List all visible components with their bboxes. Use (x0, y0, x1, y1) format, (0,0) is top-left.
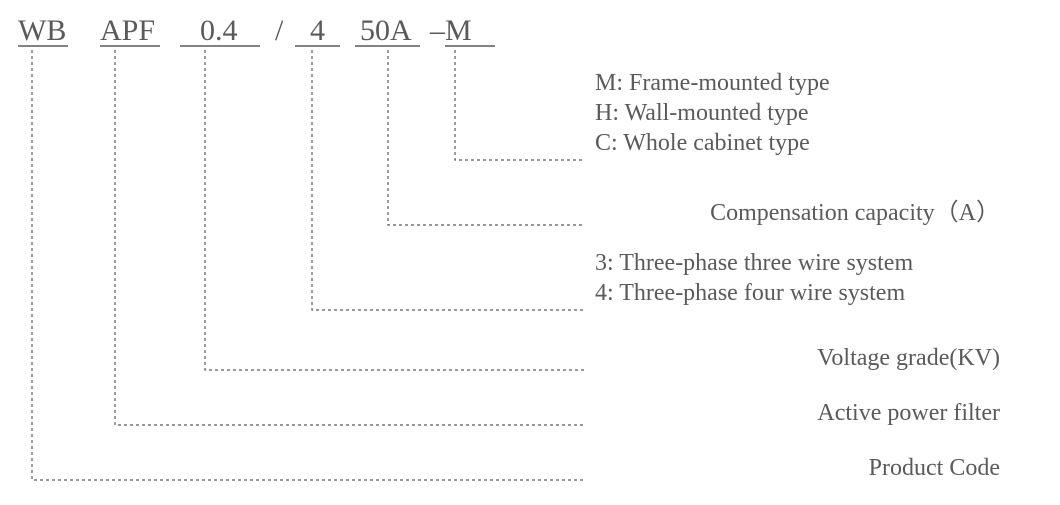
code-segment-c50a: 50A (360, 14, 412, 47)
desc-type-line1: H: Wall-mounted type (595, 100, 809, 126)
model-code-diagram: WB APF 0.4 / 4 50A–M M: Frame-mounted type H: … (0, 0, 1060, 505)
desc-capacity-line0: Compensation capacity（A） (710, 200, 1000, 226)
desc-type-line0: M: Frame-mounted type (595, 70, 830, 96)
code-segments: WB APF 0.4 / 4 50A–M (18, 14, 495, 47)
desc-wire-line1: 4: Three-phase four wire system (595, 280, 905, 306)
code-segment-apf: APF (100, 14, 155, 47)
leader-type (455, 50, 585, 160)
code-segment-m: M (445, 14, 472, 47)
desc-product-line0: Product Code (869, 455, 1000, 481)
leader-capacity (388, 50, 585, 225)
leader-wire (312, 50, 585, 310)
descriptions: M: Frame-mounted type H: Wall-mounted typ… (595, 70, 1000, 481)
desc-voltage-line0: Voltage grade(KV) (817, 345, 1000, 371)
desc-wire-line0: 3: Three-phase three wire system (595, 250, 913, 276)
code-segment-dash: – (429, 14, 446, 47)
code-segment-sep: / (275, 14, 284, 47)
code-segment-wb: WB (18, 14, 66, 47)
code-segment-w4: 4 (310, 14, 325, 47)
leader-product (32, 50, 585, 480)
desc-apf_desc-line0: Active power filter (817, 400, 1000, 426)
leader-voltage (205, 50, 585, 370)
leader-apf_desc (115, 50, 585, 425)
leader-lines (32, 50, 585, 480)
desc-type-line2: C: Whole cabinet type (595, 130, 810, 156)
code-segment-v04: 0.4 (200, 14, 238, 47)
